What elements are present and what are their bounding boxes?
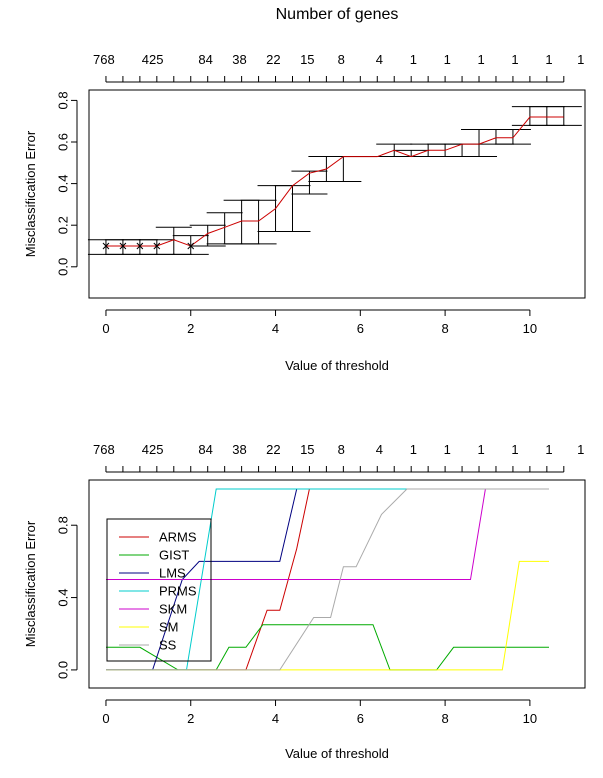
y-tick-label: 0.0 <box>56 661 71 679</box>
y-tick-label: 0.8 <box>56 516 71 534</box>
y-tick-label: 0.6 <box>56 133 71 151</box>
top-tick-label: 1 <box>444 442 451 457</box>
x-tick-label: 2 <box>187 321 194 336</box>
top-tick-label: 1 <box>545 442 552 457</box>
top-tick-label: 84 <box>198 442 212 457</box>
data-point-marker <box>136 242 144 250</box>
chart-threshold-overall: Number of genes 0 2 4 6 8 10 Value of threshold… <box>23 6 586 373</box>
x-axis-label: Value of threshold <box>285 358 389 373</box>
data-point-marker <box>187 242 195 250</box>
x-tick-label: 8 <box>441 711 448 726</box>
y-axis-label: Misclassification Error <box>23 520 38 647</box>
top-tick-label: 38 <box>232 442 246 457</box>
top-tick-label: 1 <box>511 52 518 67</box>
x-tick-label: 2 <box>187 711 194 726</box>
series-line-ss <box>106 488 549 671</box>
top-tick-label: 84 <box>198 52 212 67</box>
x-tick-label: 10 <box>523 711 537 726</box>
x-tick-label: 0 <box>102 711 109 726</box>
plot-frame <box>88 89 586 299</box>
x-tick-label: 8 <box>441 321 448 336</box>
y-tick-label: 0.0 <box>56 258 71 276</box>
legend-label-skm: SKM <box>159 602 187 617</box>
top-tick-label: 4 <box>376 442 383 457</box>
top-tick-label: 768 <box>93 52 115 67</box>
top-tick-label: 1 <box>478 442 485 457</box>
legend-label-ss: SS <box>159 638 177 653</box>
legend-label-arms: ARMS <box>159 530 197 545</box>
data-point-marker <box>102 242 110 250</box>
y-tick-label: 0.2 <box>56 216 71 234</box>
legend-label-sm: SM <box>159 620 179 635</box>
series-line-sm <box>106 560 549 671</box>
x-tick-label: 6 <box>357 711 364 726</box>
x-tick-label: 10 <box>523 321 537 336</box>
top-tick-label: 4 <box>376 52 383 67</box>
y-tick-label: 0.8 <box>56 91 71 109</box>
plot-frame <box>88 479 586 689</box>
top-tick-label: 1 <box>410 52 417 67</box>
series-line-0 <box>106 116 564 247</box>
top-tick-label: 8 <box>338 52 345 67</box>
legend-label-prms: PRMS <box>159 584 197 599</box>
x-tick-label: 4 <box>272 321 279 336</box>
x-tick-label: 4 <box>272 711 279 726</box>
y-tick-label: 0.4 <box>56 175 71 193</box>
legend-label-lms: LMS <box>159 566 186 581</box>
top-tick-label: 1 <box>410 442 417 457</box>
top-tick-label: 22 <box>266 442 280 457</box>
series-line-gist <box>106 624 549 671</box>
top-tick-label: 22 <box>266 52 280 67</box>
top-tick-label: 1 <box>444 52 451 67</box>
top-tick-label: 15 <box>300 52 314 67</box>
top-tick-label: 425 <box>142 442 164 457</box>
y-tick-label: 0.4 <box>56 589 71 607</box>
x-tick-label: 6 <box>357 321 364 336</box>
top-tick-label: 768 <box>93 442 115 457</box>
legend-box <box>106 518 212 662</box>
data-point-marker <box>153 242 161 250</box>
chart-title: Number of genes <box>276 6 399 23</box>
top-tick-label: 1 <box>577 442 584 457</box>
x-tick-label: 0 <box>102 321 109 336</box>
x-axis-label: Value of threshold <box>285 746 389 761</box>
top-tick-label: 38 <box>232 52 246 67</box>
top-tick-label: 1 <box>511 442 518 457</box>
top-tick-label: 1 <box>478 52 485 67</box>
top-tick-label: 1 <box>577 52 584 67</box>
top-tick-label: 8 <box>338 442 345 457</box>
top-tick-label: 1 <box>545 52 552 67</box>
top-tick-label: 15 <box>300 442 314 457</box>
legend-label-gist: GIST <box>159 548 189 563</box>
y-axis-label: Misclassification Error <box>23 130 38 257</box>
data-point-marker <box>119 242 127 250</box>
top-tick-label: 425 <box>142 52 164 67</box>
chart-threshold-by-class: 0 2 4 6 8 10 Value of threshold 0.0 0.4 0.8 Miscla… <box>23 442 586 761</box>
